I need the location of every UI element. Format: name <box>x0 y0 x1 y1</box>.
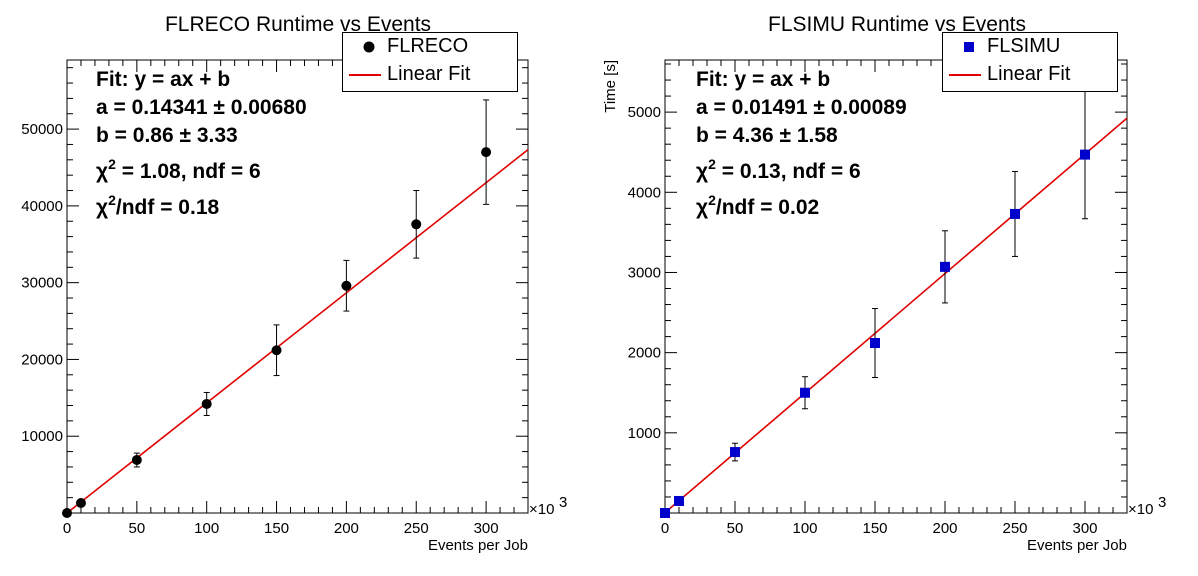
chi-symbol: χ <box>696 196 709 219</box>
x-tick-label: 50 <box>727 520 744 537</box>
y-tick-label: 2000 <box>628 345 661 362</box>
data-point <box>870 338 880 349</box>
data-point <box>411 219 422 230</box>
x-axis-multiplier-exponent: 3 <box>559 494 567 511</box>
flreco-fit-results: Fit: y = ax + b a = 0.14341 ± 0.00680 b … <box>96 66 307 222</box>
x-tick-label: 300 <box>1072 520 1097 537</box>
chi2-value: = 1.08, ndf = 6 <box>115 160 261 183</box>
x-tick-label: 100 <box>792 520 817 537</box>
legend-entry-linear-fit: Linear Fit <box>943 61 1117 91</box>
fit-chi2: χ2 = 1.08, ndf = 6 <box>96 150 307 186</box>
x-tick-label: 300 <box>474 520 499 537</box>
x-tick-label: 150 <box>264 520 289 537</box>
fit-line <box>66 149 529 514</box>
x-tick-label: 250 <box>404 520 429 537</box>
fit-param-b: b = 4.36 ± 1.58 <box>696 124 838 147</box>
chart-title: FLRECO Runtime vs Events <box>165 13 431 36</box>
legend-entry-flsimu: FLSIMU <box>943 33 1117 63</box>
plot-frame <box>66 59 529 514</box>
legend-label: FLRECO <box>387 35 469 57</box>
x-tick-label: 50 <box>129 520 146 537</box>
chi-superscript: 2 <box>108 156 116 172</box>
x-axis-multiplier: ×10 <box>529 501 554 518</box>
x-axis-label: Events per Job <box>1027 537 1127 554</box>
x-tick-label: 200 <box>932 520 957 537</box>
y-axis-label: Time [s] <box>602 60 619 113</box>
flreco-chart-panel: FLRECO Runtime vs Events 0 50 100 150 200 250 3… <box>21 13 567 554</box>
data-point <box>131 455 142 466</box>
x-tick-label: 0 <box>63 520 71 537</box>
y-tick-label: 3000 <box>628 264 661 281</box>
fit-chi2-ndf: χ2/ndf = 0.02 <box>696 186 907 222</box>
y-tick-label: 40000 <box>21 198 63 215</box>
data-point <box>660 508 670 518</box>
data-point <box>940 261 950 272</box>
plot-frame <box>664 59 1128 514</box>
flsimu-legend: FLSIMU Linear Fit <box>942 32 1118 92</box>
legend-entry-flreco: FLRECO <box>343 33 517 63</box>
flsimu-fit-results: Fit: y = ax + b a = 0.01491 ± 0.00089 b … <box>696 66 907 222</box>
data-point <box>341 280 352 291</box>
x-tick-label: 150 <box>862 520 887 537</box>
chi-symbol: χ <box>96 160 109 183</box>
legend-entry-linear-fit: Linear Fit <box>343 61 517 91</box>
fit-param-a: a = 0.14341 ± 0.00680 <box>96 96 307 119</box>
circle-marker-icon <box>363 41 375 53</box>
chi2-ndf-value: /ndf = 0.18 <box>115 196 220 219</box>
data-point <box>1080 149 1090 160</box>
legend-label: FLSIMU <box>987 35 1061 57</box>
red-line-icon <box>349 74 381 76</box>
x-tick-label: 100 <box>194 520 219 537</box>
fit-chi2: χ2 = 0.13, ndf = 6 <box>696 150 907 186</box>
chart-title: FLSIMU Runtime vs Events <box>768 13 1026 36</box>
legend-label: Linear Fit <box>387 63 471 85</box>
chi-symbol: χ <box>96 196 109 219</box>
fit-param-a: a = 0.01491 ± 0.00089 <box>696 96 907 119</box>
fit-chi2-ndf: χ2/ndf = 0.18 <box>96 186 307 222</box>
fit-param-b: b = 0.86 ± 3.33 <box>96 124 238 147</box>
data-point <box>271 345 282 356</box>
x-tick-label: 200 <box>334 520 359 537</box>
data-point <box>674 495 684 506</box>
chi-symbol: χ <box>696 160 709 183</box>
data-point <box>730 447 740 458</box>
y-tick-label: 1000 <box>628 425 661 442</box>
legend-label: Linear Fit <box>987 63 1071 85</box>
fit-equation: Fit: y = ax + b <box>96 68 231 91</box>
y-tick-label: 5000 <box>628 104 661 121</box>
chi2-value: = 0.13, ndf = 6 <box>715 160 861 183</box>
red-line-icon <box>949 74 981 76</box>
flsimu-chart-svg: FLSIMU Runtime vs Events Time [s] 0 50 100 15… <box>602 13 1166 554</box>
flsimu-chart-panel: FLSIMU Runtime vs Events Time [s] 0 50 100 15… <box>599 0 1198 576</box>
data-point <box>201 398 212 409</box>
x-axis-multiplier-exponent: 3 <box>1158 494 1166 511</box>
x-axis-multiplier: ×10 <box>1128 501 1153 518</box>
flreco-chart-svg: FLRECO Runtime vs Events 0 50 100 150 200 250 3… <box>21 13 567 554</box>
fit-equation: Fit: y = ax + b <box>696 68 831 91</box>
data-point <box>1010 208 1020 219</box>
fit-line <box>664 117 1128 514</box>
data-point <box>75 498 86 509</box>
y-tick-label: 20000 <box>21 351 63 368</box>
x-tick-label: 0 <box>661 520 669 537</box>
chi2-ndf-value: /ndf = 0.02 <box>715 196 820 219</box>
x-tick-label: 250 <box>1002 520 1027 537</box>
x-axis-label: Events per Job <box>428 537 528 554</box>
chi-superscript: 2 <box>708 192 716 208</box>
data-point <box>481 147 492 158</box>
y-tick-label: 50000 <box>21 121 63 138</box>
chi-superscript: 2 <box>708 156 716 172</box>
flreco-legend: FLRECO Linear Fit <box>342 32 518 92</box>
y-tick-label: 4000 <box>628 184 661 201</box>
data-point <box>800 387 810 398</box>
y-tick-label: 30000 <box>21 275 63 292</box>
y-tick-label: 10000 <box>21 428 63 445</box>
square-marker-icon <box>964 42 974 52</box>
chi-superscript: 2 <box>108 192 116 208</box>
data-point <box>62 508 72 518</box>
